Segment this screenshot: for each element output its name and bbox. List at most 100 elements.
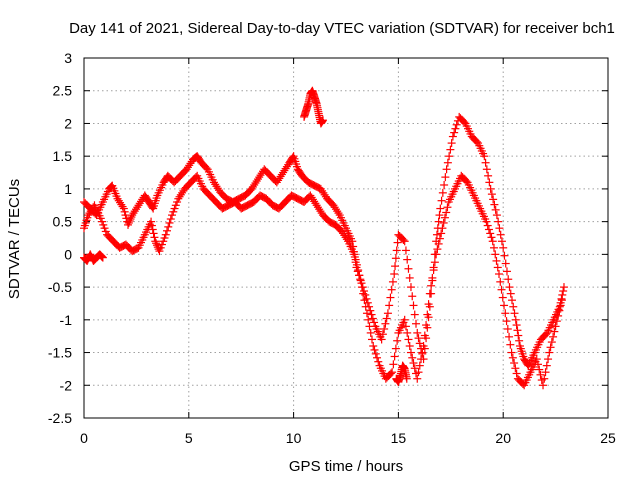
data-point bbox=[408, 353, 417, 362]
data-point bbox=[369, 342, 378, 350]
data-point bbox=[440, 213, 449, 222]
data-point bbox=[377, 335, 386, 344]
data-point bbox=[555, 306, 564, 315]
data-point bbox=[501, 259, 510, 268]
data-point bbox=[149, 229, 158, 238]
data-point bbox=[419, 342, 428, 350]
data-point bbox=[492, 211, 501, 220]
data-point bbox=[386, 369, 395, 378]
data-point bbox=[434, 239, 443, 248]
data-point bbox=[489, 195, 498, 204]
data-point bbox=[417, 355, 426, 364]
data-point bbox=[388, 277, 397, 286]
data-point bbox=[450, 128, 459, 137]
data-point bbox=[401, 246, 410, 255]
data-point bbox=[541, 368, 550, 377]
data-point bbox=[156, 243, 165, 252]
data-point bbox=[334, 209, 343, 218]
data-point bbox=[410, 364, 419, 373]
data-point bbox=[506, 340, 515, 349]
data-point bbox=[427, 281, 436, 290]
data-point bbox=[500, 251, 509, 260]
data-point bbox=[547, 338, 556, 347]
data-point bbox=[515, 336, 524, 345]
y-tick-label: 0.5 bbox=[53, 214, 73, 230]
y-tick-label: 2.5 bbox=[53, 83, 73, 99]
data-point bbox=[101, 227, 110, 236]
data-point bbox=[501, 309, 510, 318]
data-point bbox=[168, 211, 177, 220]
data-point bbox=[401, 322, 410, 331]
data-point bbox=[152, 239, 161, 248]
data-point bbox=[366, 328, 375, 337]
data-point bbox=[390, 270, 399, 278]
data-point bbox=[513, 326, 522, 335]
data-point bbox=[351, 255, 360, 264]
data-point bbox=[443, 158, 452, 167]
data-point bbox=[511, 315, 520, 324]
data-point bbox=[507, 348, 516, 357]
data-point bbox=[445, 152, 454, 161]
data-point bbox=[487, 233, 496, 242]
data-point bbox=[494, 217, 503, 226]
data-point bbox=[399, 235, 408, 244]
data-point bbox=[488, 237, 497, 246]
data-point bbox=[147, 221, 156, 230]
data-point bbox=[512, 369, 521, 378]
data-point bbox=[119, 204, 128, 213]
data-point bbox=[495, 270, 504, 278]
data-point bbox=[378, 330, 387, 339]
data-point bbox=[400, 315, 409, 324]
data-point bbox=[436, 204, 445, 213]
data-point bbox=[121, 211, 130, 220]
data-point bbox=[385, 301, 394, 310]
data-point bbox=[164, 222, 173, 231]
data-point bbox=[382, 314, 391, 323]
x-tick-label: 0 bbox=[80, 430, 88, 446]
data-point bbox=[542, 361, 551, 370]
data-point bbox=[491, 250, 500, 259]
x-tick-label: 10 bbox=[286, 430, 302, 446]
data-point bbox=[124, 220, 133, 229]
data-point bbox=[362, 309, 371, 318]
data-point bbox=[120, 207, 129, 216]
data-point bbox=[98, 252, 107, 261]
data-point bbox=[441, 173, 450, 182]
data-point bbox=[97, 252, 106, 261]
data-point bbox=[486, 184, 495, 193]
data-point bbox=[406, 348, 415, 357]
data-point bbox=[447, 139, 456, 148]
data-point bbox=[367, 310, 376, 319]
data-point bbox=[99, 220, 108, 229]
data-point bbox=[126, 215, 135, 224]
data-point bbox=[418, 348, 427, 357]
data-point bbox=[552, 317, 561, 326]
data-point bbox=[393, 238, 402, 247]
data-point bbox=[371, 349, 380, 358]
data-point bbox=[546, 343, 555, 352]
y-tick-label: 0 bbox=[64, 246, 72, 262]
data-point bbox=[510, 309, 519, 318]
data-point bbox=[491, 205, 500, 214]
data-point bbox=[359, 289, 368, 298]
data-point bbox=[360, 296, 369, 305]
data-point bbox=[391, 344, 400, 353]
data-point bbox=[437, 196, 446, 205]
data-point bbox=[391, 262, 400, 271]
data-point bbox=[487, 190, 496, 199]
data-point bbox=[559, 287, 568, 296]
data-point bbox=[370, 318, 379, 327]
data-point bbox=[508, 296, 517, 305]
y-tick-label: 3 bbox=[64, 50, 72, 66]
data-point bbox=[551, 322, 560, 331]
data-point bbox=[355, 271, 364, 280]
y-tick-label: 1.5 bbox=[53, 148, 73, 164]
data-point bbox=[545, 348, 554, 357]
data-point bbox=[510, 359, 519, 368]
data-point bbox=[429, 266, 438, 275]
data-point bbox=[420, 331, 429, 340]
data-point bbox=[514, 331, 523, 340]
data-point bbox=[496, 230, 505, 239]
data-point bbox=[361, 290, 370, 299]
data-point bbox=[432, 250, 441, 259]
